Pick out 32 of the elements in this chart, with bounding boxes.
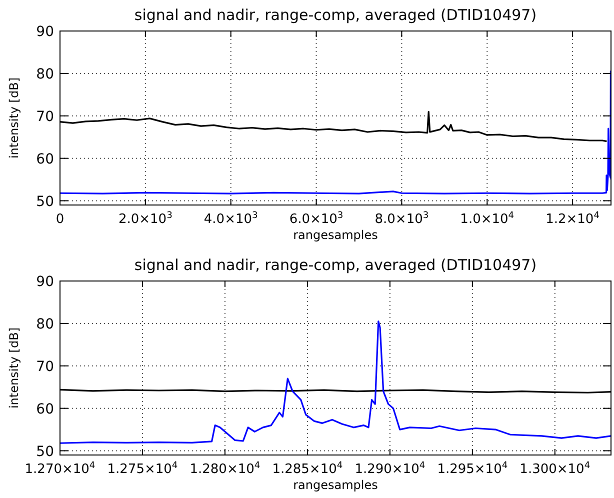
line-series — [60, 70, 611, 194]
y-tick-label: 60 — [36, 151, 54, 168]
x-tick-label: 0 — [56, 212, 64, 227]
x-axis-title: rangesamples — [293, 228, 378, 242]
x-tick-label: 4.0×10$^{3}$ — [204, 211, 258, 227]
x-tick-label: 1.2×10$^{4}$ — [546, 211, 600, 227]
y-tick-label: 80 — [36, 66, 54, 82]
x-tick-label: 6.0×10$^{3}$ — [289, 211, 344, 227]
x-tick-label: 1.275×10$^{4}$ — [107, 461, 178, 477]
x-axis-title: rangesamples — [293, 478, 378, 492]
y-tick-label: 70 — [36, 108, 54, 125]
chart-title: signal and nadir, range-comp, averaged (DTID10497) — [134, 256, 537, 274]
y-tick-label: 50 — [36, 444, 54, 460]
chart-title: signal and nadir, range-comp, averaged (DTID10497) — [134, 6, 537, 24]
x-tick-label: 1.285×10$^{4}$ — [272, 461, 343, 477]
x-tick-label: 1.290×10$^{4}$ — [354, 461, 426, 477]
x-tick-label: 8.0×10$^{3}$ — [374, 211, 429, 227]
line-series — [60, 320, 611, 444]
y-tick-label: 90 — [36, 274, 54, 290]
x-tick-label: 2.0×10$^{3}$ — [118, 211, 173, 227]
y-tick-label: 70 — [36, 358, 54, 375]
y-axis-title: intensity [dB] — [7, 327, 21, 409]
y-tick-label: 80 — [36, 316, 54, 332]
x-tick-label: 1.295×10$^{4}$ — [437, 461, 508, 477]
y-tick-label: 50 — [36, 194, 54, 210]
y-axis-title: intensity [dB] — [7, 77, 21, 159]
y-tick-label: 90 — [36, 24, 54, 40]
x-tick-label: 1.270×10$^{4}$ — [24, 461, 96, 477]
x-tick-label: 1.280×10$^{4}$ — [190, 461, 260, 477]
y-tick-label: 60 — [36, 401, 54, 418]
x-tick-label: 1.300×10$^{4}$ — [520, 461, 590, 477]
x-tick-label: 1.0×10$^{4}$ — [460, 211, 514, 227]
